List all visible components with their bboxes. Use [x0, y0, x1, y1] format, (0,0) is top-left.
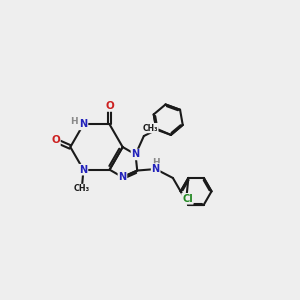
Text: CH₃: CH₃ [74, 184, 90, 194]
Text: O: O [105, 101, 114, 111]
Text: O: O [51, 136, 60, 146]
Text: CH₃: CH₃ [142, 124, 158, 133]
Text: H: H [152, 158, 160, 167]
Text: Cl: Cl [182, 194, 193, 204]
Text: N: N [118, 172, 127, 182]
Text: N: N [80, 165, 88, 175]
Text: N: N [152, 164, 160, 174]
Text: H: H [70, 118, 78, 127]
Text: N: N [80, 119, 88, 129]
Text: N: N [131, 149, 140, 160]
